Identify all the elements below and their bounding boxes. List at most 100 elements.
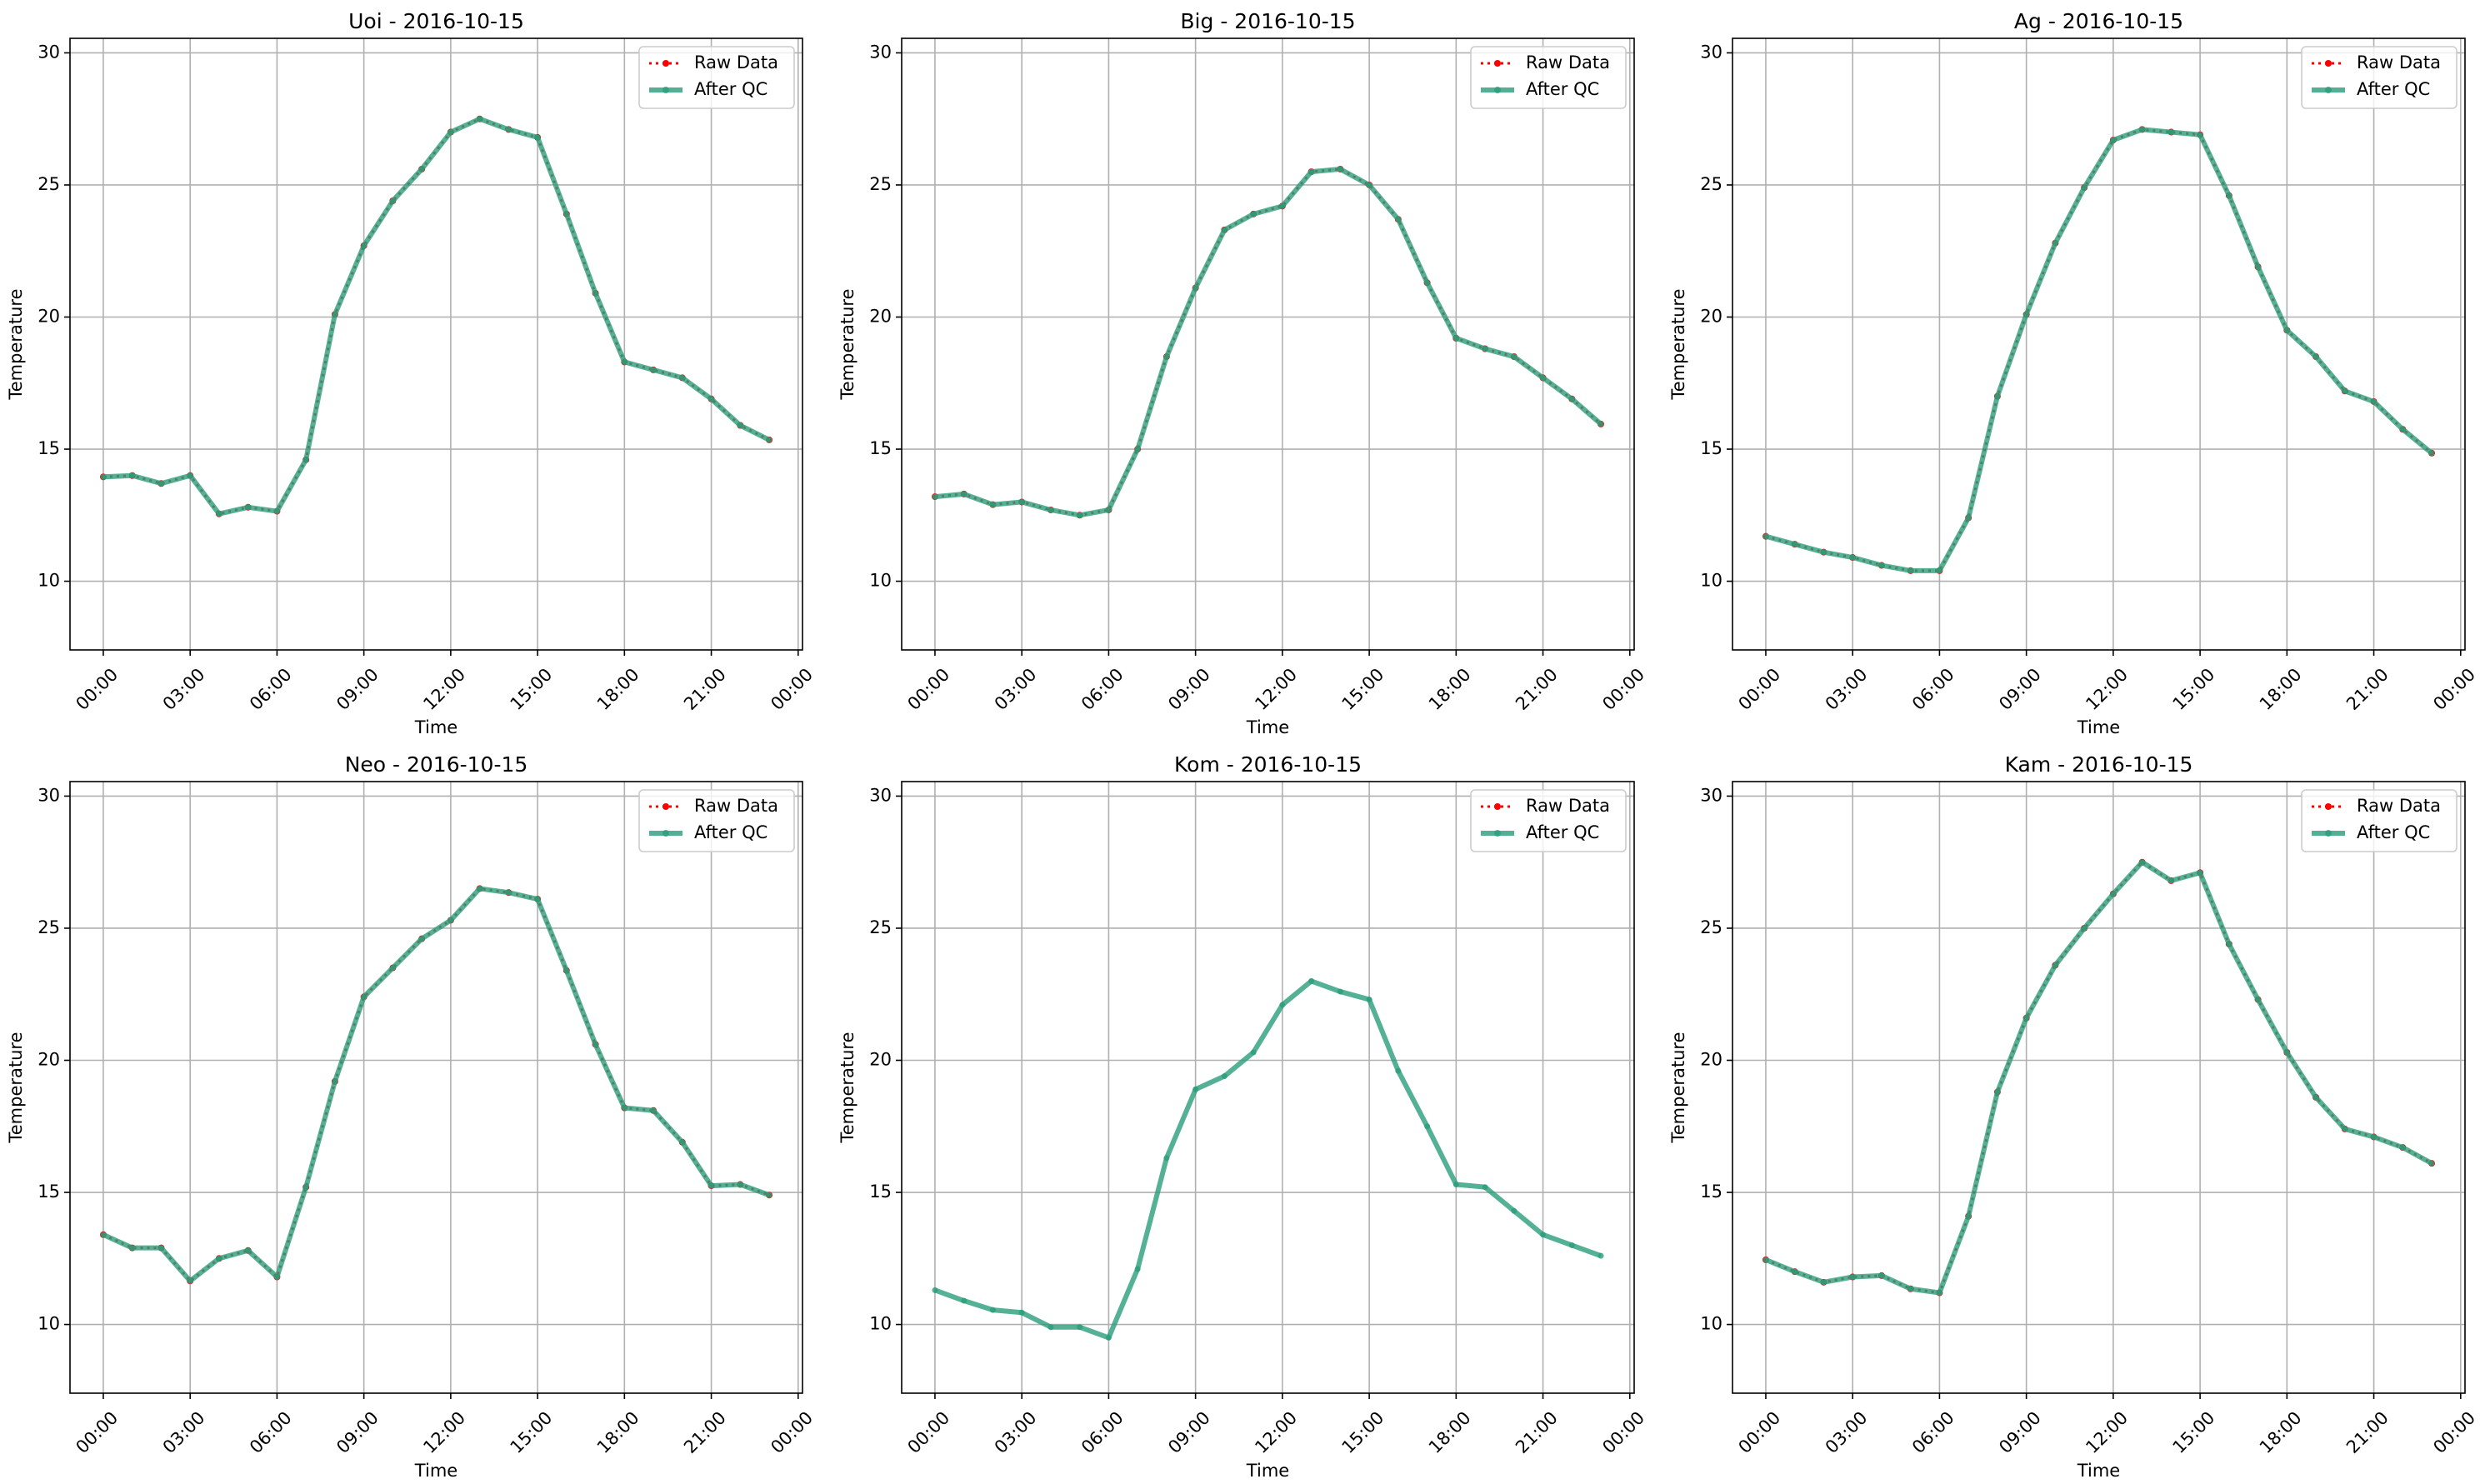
- y-tick-label: 20: [38, 1050, 60, 1070]
- legend-marker: [2325, 87, 2332, 93]
- qc-point: [534, 896, 541, 902]
- qc-point: [1048, 507, 1054, 513]
- qc-point: [1366, 182, 1372, 188]
- qc-point: [650, 1107, 657, 1114]
- y-axis-label: Temperature: [1668, 288, 1688, 400]
- qc-point: [418, 936, 425, 942]
- legend-label: Raw Data: [2357, 796, 2441, 816]
- qc-point: [563, 211, 570, 217]
- qc-point: [2342, 387, 2348, 394]
- x-tick-label: 21:00: [2342, 664, 2392, 714]
- raw-line: [1765, 861, 2432, 1295]
- qc-point: [1540, 374, 1547, 381]
- y-tick-label: 10: [38, 571, 60, 591]
- x-tick-label: 00:00: [1598, 664, 1648, 714]
- qc-point: [245, 504, 252, 511]
- x-tick-label: 06:00: [1078, 664, 1128, 714]
- qc-point: [2110, 137, 2117, 143]
- x-tick-label: 09:00: [1164, 1407, 1214, 1457]
- qc-point: [737, 1182, 743, 1188]
- raw-line: [102, 887, 770, 1282]
- subplot: 00:00 03:00 06:00 09:00 12:00 15:00 18:00 21:00…: [1668, 752, 2479, 1481]
- y-tick-label: 25: [869, 917, 892, 937]
- qc-point: [418, 166, 425, 172]
- qc-point: [1192, 1086, 1199, 1092]
- x-tick-label: 18:00: [1425, 664, 1475, 714]
- y-tick-label: 10: [38, 1314, 60, 1334]
- y-tick-label: 30: [869, 42, 892, 62]
- qc-point: [1134, 1266, 1141, 1272]
- x-tick-label: 21:00: [1512, 664, 1562, 714]
- qc-point: [2197, 132, 2203, 138]
- qc-point: [563, 967, 570, 974]
- qc-point: [1221, 227, 1228, 233]
- qc-point: [1792, 1268, 1798, 1275]
- x-tick-label: 03:00: [1822, 1407, 1872, 1457]
- y-tick-label: 25: [38, 917, 60, 937]
- legend-marker: [662, 87, 669, 93]
- x-tick-label: 09:00: [1995, 664, 2045, 714]
- x-axis-label: Time: [2077, 717, 2120, 737]
- qc-point: [2399, 1144, 2406, 1151]
- x-tick-label: 12:00: [1251, 1407, 1301, 1457]
- qc-point: [2052, 240, 2058, 247]
- legend-marker: [1494, 60, 1501, 67]
- x-tick-label: 00:00: [903, 1407, 953, 1457]
- qc-point: [273, 508, 280, 515]
- qc-point: [1936, 567, 1942, 574]
- qc-point: [1366, 997, 1372, 1003]
- qc-point: [2139, 126, 2146, 132]
- qc-point: [2197, 869, 2203, 876]
- qc-point: [245, 1247, 252, 1254]
- x-tick-label: 21:00: [1512, 1407, 1562, 1457]
- qc-point: [1849, 554, 1856, 561]
- subplot-title: Big - 2016-10-15: [1180, 9, 1355, 33]
- legend-label: After QC: [1526, 822, 1599, 842]
- x-tick-label: 15:00: [507, 664, 557, 714]
- subplot: 00:00 03:00 06:00 09:00 12:00 15:00 18:00 21:00…: [838, 9, 1648, 737]
- subplot-title: Uoi - 2016-10-15: [348, 9, 524, 33]
- qc-point: [1762, 533, 1769, 540]
- y-tick-label: 30: [38, 42, 60, 62]
- subplot-title: Ag - 2016-10-15: [2014, 9, 2183, 33]
- qc-point: [2226, 192, 2232, 199]
- qc-point: [932, 493, 938, 500]
- legend-marker: [2325, 803, 2332, 810]
- legend-label: Raw Data: [1526, 52, 1610, 72]
- y-tick-label: 20: [1700, 307, 1722, 327]
- legend-label: After QC: [694, 79, 768, 99]
- y-axis-label: Temperature: [838, 1032, 858, 1143]
- qc-point: [1908, 1286, 1914, 1292]
- qc-point: [100, 473, 107, 480]
- qc-point: [2342, 1126, 2348, 1132]
- qc-point: [1192, 285, 1199, 292]
- x-tick-label: 06:00: [1078, 1407, 1128, 1457]
- qc-point: [650, 367, 657, 373]
- qc-line: [102, 116, 771, 517]
- qc-point: [302, 1184, 309, 1191]
- qc-point: [1250, 1049, 1257, 1056]
- subplot: 00:00 03:00 06:00 09:00 12:00 15:00 18:00 21:00…: [1668, 9, 2479, 737]
- qc-point: [766, 437, 772, 443]
- qc-line: [933, 978, 1602, 1341]
- raw-line: [1765, 127, 2432, 572]
- qc-point: [1337, 166, 1343, 172]
- qc-point: [1598, 421, 1604, 427]
- qc-point: [1994, 1089, 2001, 1096]
- qc-point: [989, 502, 996, 508]
- qc-point: [961, 491, 968, 497]
- x-tick-label: 03:00: [159, 1407, 209, 1457]
- qc-point: [737, 422, 743, 428]
- qc-point: [1163, 1155, 1170, 1162]
- qc-line: [934, 166, 1603, 518]
- qc-point: [1908, 567, 1914, 574]
- x-tick-label: 09:00: [332, 1407, 382, 1457]
- x-tick-label: 21:00: [2342, 1407, 2392, 1457]
- y-tick-label: 30: [38, 785, 60, 805]
- legend-label: After QC: [2357, 79, 2430, 99]
- qc-point: [1424, 279, 1431, 286]
- legend-marker: [2325, 60, 2332, 67]
- legend-marker: [1494, 803, 1501, 810]
- qc-point: [477, 885, 483, 892]
- x-tick-label: 18:00: [593, 664, 643, 714]
